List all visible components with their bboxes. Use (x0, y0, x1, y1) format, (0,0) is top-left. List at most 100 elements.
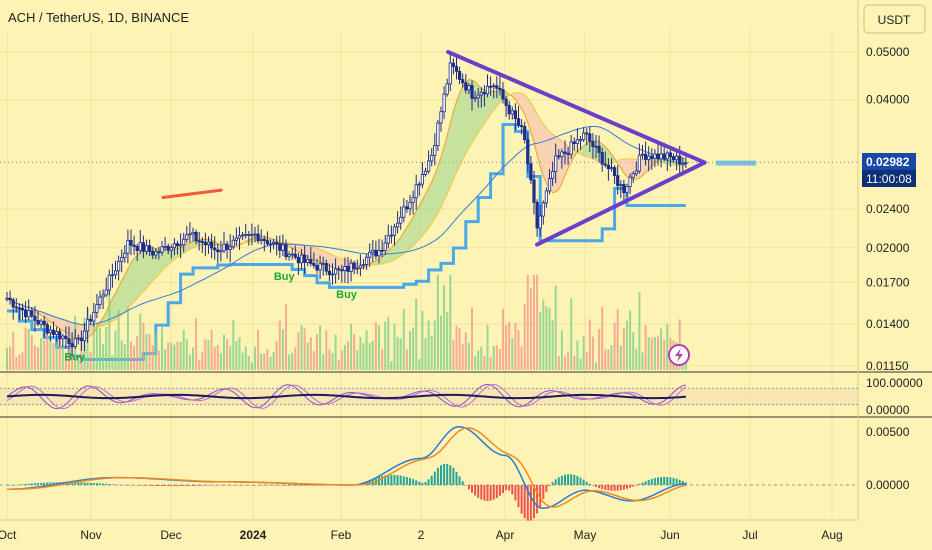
volume-bar (130, 341, 132, 370)
macd-signal-line (7, 427, 687, 508)
macd-histogram-bar (207, 485, 210, 486)
volume-bar (331, 352, 334, 370)
candle-body (219, 250, 223, 253)
macd-histogram-bar (529, 485, 532, 521)
macd-histogram-bar (622, 485, 625, 490)
volume-bar (40, 338, 43, 370)
candle-body (48, 329, 53, 334)
macd-histogram-bar (607, 485, 610, 491)
volume-bar (46, 320, 49, 370)
volume-bar (182, 329, 185, 370)
macd-histogram-bar (120, 484, 123, 486)
candle-body (250, 233, 254, 236)
macd-histogram-bar (247, 485, 250, 486)
candle-body (191, 231, 195, 235)
candle-body (154, 251, 158, 256)
candle-body (302, 254, 307, 263)
volume-bar (312, 351, 315, 370)
triangle-upper-line[interactable] (446, 50, 707, 165)
macd-histogram-bar (266, 485, 269, 486)
candle-body (157, 251, 161, 254)
volume-bar (362, 343, 365, 370)
candle-body (594, 145, 598, 148)
volume-bar (322, 354, 325, 370)
macd-histogram-bar (523, 485, 526, 519)
macd-histogram-bar (77, 482, 80, 485)
cloud-segment-bullish (493, 91, 497, 111)
candle-body (578, 139, 583, 142)
macd-histogram-bar (9, 484, 12, 486)
volume-bar (15, 356, 18, 370)
volume-bar (449, 275, 452, 370)
cloud-segment-bearish (298, 244, 302, 254)
volume-bar (9, 346, 12, 370)
macd-histogram-bar (657, 477, 659, 485)
volume-bar (455, 325, 458, 370)
candle-body (640, 153, 645, 156)
candle-body (420, 174, 425, 185)
candle-body (275, 241, 279, 245)
cloud-segment-bearish (642, 159, 646, 176)
candle-body (82, 330, 87, 342)
candle-body (107, 274, 111, 291)
lightning-icon[interactable] (668, 344, 690, 366)
volume-bar (539, 312, 542, 370)
volume-bar (120, 340, 123, 370)
cloud-segment-bearish (304, 245, 308, 257)
cloud-segment-bearish (565, 143, 569, 176)
volume-bar (663, 339, 666, 370)
volume-bar (114, 330, 117, 370)
candle-body (14, 306, 18, 309)
volume-bar (390, 361, 393, 370)
volume-bar (492, 345, 495, 370)
cloud-segment-bearish (326, 251, 330, 266)
resistance-line[interactable] (161, 188, 223, 200)
macd-histogram-bar (198, 485, 201, 486)
macd-histogram-bar (185, 485, 188, 486)
candle-body (104, 289, 108, 296)
volume-bar (263, 353, 266, 370)
volume-bar (378, 325, 380, 370)
volume-bar (95, 322, 98, 370)
triangle-lower-line[interactable] (535, 160, 707, 247)
candle-body (33, 315, 37, 321)
macd-histogram-bar (316, 485, 318, 486)
candle-body (678, 155, 682, 165)
time-axis-tick: Aug (821, 528, 842, 542)
macd-histogram-bar (418, 481, 421, 485)
candle-body (541, 202, 545, 217)
macd-histogram-bar (368, 479, 371, 485)
candle-body (51, 329, 56, 335)
candle-body (411, 197, 415, 203)
volume-bar (188, 354, 191, 370)
candle-body (163, 245, 167, 248)
axes: 0.05000 0.04000 0.02400 0.02000 0.01700 0.014… (0, 45, 923, 542)
buy-signal-label: Buy (274, 271, 296, 283)
macd-histogram-bar (219, 485, 222, 486)
volume-bar (148, 334, 151, 370)
volume-bar (291, 352, 294, 370)
candle-body (271, 241, 276, 245)
candle-body (560, 151, 564, 158)
macd-histogram-bar (629, 485, 632, 488)
candle-body (361, 264, 366, 267)
candle-body (392, 226, 397, 236)
macd-histogram-bar (33, 483, 36, 485)
candle-body (557, 155, 561, 158)
cloud-segment-bullish (447, 123, 451, 195)
macd-histogram-bar (241, 485, 244, 486)
cloud-segment-bullish (403, 227, 407, 254)
candle-body (253, 233, 257, 236)
cloud-segment-bearish (546, 127, 550, 190)
volume-bar (629, 310, 632, 370)
time-axis-tick: May (574, 528, 597, 542)
cloud-segment-bullish (103, 312, 107, 326)
volume-bar (536, 275, 539, 370)
cloud-segment-bearish (310, 246, 314, 260)
cloud-segment-bullish (186, 242, 190, 251)
candle-body (23, 309, 28, 318)
macd-histogram-bar (312, 485, 315, 486)
currency-button[interactable]: USDT (863, 4, 926, 34)
volume-bar (542, 299, 545, 370)
